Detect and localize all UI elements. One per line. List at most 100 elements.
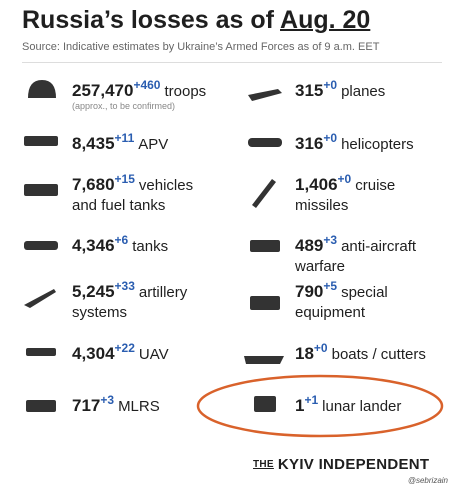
tank-icon	[24, 241, 58, 250]
item-line: 315+0 planes	[295, 78, 385, 101]
credit: @sebrizain	[407, 476, 448, 485]
item-number: 790	[295, 282, 324, 301]
artillery-icon	[24, 289, 56, 308]
item: 316+0 helicopters	[295, 131, 414, 154]
helmet-icon	[28, 80, 56, 98]
item-number: 4,346	[72, 236, 115, 255]
item-number: 489	[295, 236, 324, 255]
item-label: anti-aircraft	[341, 238, 417, 255]
item-label: cruise	[355, 177, 396, 194]
item-label: planes	[341, 83, 386, 100]
item-delta: +1	[304, 393, 319, 407]
item-line: 717+3 MLRS	[72, 393, 160, 416]
item: 5,245+33 artillery systems	[72, 279, 187, 321]
item: 257,470+460 troops (approx., to be confirm…	[72, 78, 206, 111]
source: Source: Indicative estimates by Ukraine’…	[22, 41, 380, 53]
item-delta: +460	[133, 78, 161, 92]
item: 18+0 boats / cutters	[295, 341, 426, 364]
item: 4,346+6 tanks	[72, 233, 168, 256]
item: 1,406+0 cruise missiles	[295, 172, 395, 214]
item-delta: +33	[114, 279, 135, 293]
title: Russia’s losses as of Aug. 20	[22, 6, 370, 35]
item: 790+5 special equipment	[295, 279, 388, 321]
item-number: 7,680	[72, 175, 115, 194]
item-delta: +0	[337, 172, 352, 186]
item-delta: +3	[323, 233, 338, 247]
uav-icon	[26, 348, 56, 356]
item-line: 4,304+22 UAV	[72, 341, 169, 364]
item-line: 5,245+33 artillery	[72, 279, 187, 302]
icon-set	[24, 80, 284, 412]
item-delta: +6	[114, 233, 129, 247]
item-delta: +3	[100, 393, 115, 407]
item-line: 4,346+6 tanks	[72, 233, 168, 256]
item-line: 489+3 anti-aircraft	[295, 233, 416, 256]
footer: THE KYIV INDEPENDENT	[253, 456, 429, 473]
item-label: artillery	[138, 284, 188, 301]
item-delta: +0	[313, 341, 328, 355]
item-label: warfare	[295, 258, 346, 275]
item-number: 8,435	[72, 134, 115, 153]
mlrs-icon	[26, 400, 56, 412]
item-label: APV	[138, 136, 169, 153]
item-line: 790+5 special	[295, 279, 388, 302]
item-label: boats / cutters	[331, 346, 426, 363]
item: 7,680+15 vehicles and fuel tanks	[72, 172, 193, 214]
footer-brand: KYIV INDEPENDENT	[277, 456, 430, 473]
item-label: MLRS	[118, 398, 160, 415]
title-text: Russia’s losses as of	[22, 6, 274, 34]
apv-icon	[24, 136, 58, 146]
item-line: 1,406+0 cruise	[295, 172, 395, 195]
equipment-icon	[250, 296, 280, 310]
item-number: 5,245	[72, 282, 115, 301]
item-number: 4,304	[72, 344, 115, 363]
helicopter-icon	[248, 138, 282, 147]
boat-icon	[244, 356, 284, 364]
item: 8,435+11 APV	[72, 131, 168, 154]
item-label: vehicles	[138, 177, 194, 194]
item-label: special	[341, 284, 388, 301]
item-line: 316+0 helicopters	[295, 131, 414, 154]
item-number: 257,470	[72, 81, 134, 100]
item-label: missiles	[295, 197, 349, 214]
item-line: 1+1 lunar lander	[295, 393, 401, 416]
item: 315+0 planes	[295, 78, 385, 101]
truck-icon	[24, 184, 58, 196]
item-label: tanks	[132, 238, 169, 255]
item-line: 257,470+460 troops	[72, 78, 206, 101]
item-delta: +15	[114, 172, 135, 186]
item-label: equipment	[295, 304, 366, 321]
item-number: 315	[295, 81, 324, 100]
lander-icon	[254, 396, 276, 412]
item-label: troops	[164, 83, 207, 100]
item: 717+3 MLRS	[72, 393, 160, 416]
item-label: UAV	[138, 346, 169, 363]
item-delta: +0	[323, 78, 338, 92]
item-label: systems	[72, 304, 128, 321]
item-delta: +22	[114, 341, 135, 355]
item: 1+1 lunar lander	[295, 393, 401, 416]
item-delta: +11	[114, 131, 135, 145]
title-date: Aug. 20	[280, 6, 371, 34]
item-line: 7,680+15 vehicles	[72, 172, 193, 195]
highlight-ellipse	[196, 374, 444, 438]
item-delta: +5	[323, 279, 338, 293]
item-note: (approx., to be confirmed)	[72, 101, 176, 111]
plane-icon	[248, 89, 282, 101]
item-line: 18+0 boats / cutters	[295, 341, 426, 364]
item-label: lunar lander	[322, 398, 402, 415]
item-label: helicopters	[341, 136, 414, 153]
item-number: 1,406	[295, 175, 338, 194]
footer-the: THE	[253, 459, 274, 470]
missile-icon	[252, 179, 276, 208]
item: 4,304+22 UAV	[72, 341, 169, 364]
item-label: and fuel tanks	[72, 197, 166, 214]
item-number: 1	[295, 396, 305, 415]
item-number: 18	[295, 344, 314, 363]
aa-icon	[250, 240, 280, 252]
item-line: 8,435+11 APV	[72, 131, 168, 154]
item-number: 316	[295, 134, 324, 153]
item-delta: +0	[323, 131, 338, 145]
